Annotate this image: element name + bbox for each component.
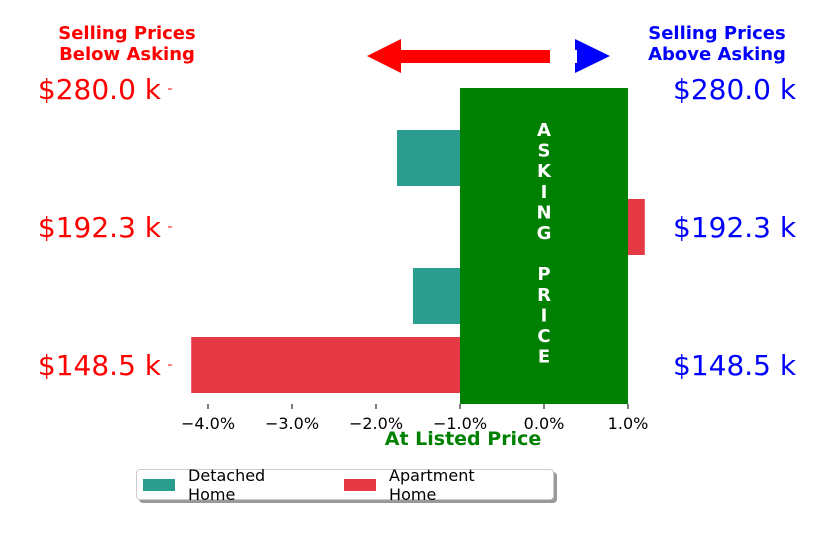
price-label-left: $148.5 k — [38, 349, 162, 382]
band-letter: G — [537, 223, 552, 244]
bar-detached — [412, 268, 460, 324]
price-label-left: $280.0 k — [38, 73, 162, 106]
legend: Detached Home Apartment Home — [136, 466, 554, 504]
price-label-left: $192.3 k — [38, 211, 162, 244]
header-left-line1: Selling Prices — [58, 23, 195, 44]
band-letter: A — [537, 120, 551, 141]
price-label-right: $192.3 k — [673, 211, 797, 244]
band-letter: P — [537, 264, 550, 285]
x-tick-label: 1.0% — [608, 414, 649, 433]
legend-label-detached: Detached Home — [188, 465, 266, 504]
header-left-line2: Below Asking — [59, 44, 195, 65]
band-letter: I — [541, 305, 548, 326]
asking-price-band — [460, 88, 628, 404]
band-xlabel: At Listed Price — [385, 428, 541, 450]
x-tick-label: −4.0% — [181, 414, 235, 433]
band-letter: S — [538, 141, 551, 162]
x-tick-label: 0.0% — [524, 414, 565, 433]
header-right-line2: Above Asking — [648, 44, 786, 65]
legend-swatch-detached — [143, 478, 176, 491]
band-letter: K — [537, 161, 552, 182]
band-letter: E — [538, 347, 550, 368]
legend-item-detached: Detached Home — [143, 466, 310, 504]
right-arrow-icon — [575, 39, 610, 73]
band-letter: R — [537, 285, 551, 306]
price-labels: $280.0 k $280.0 k $192.3 k $192.3 k $148.5 k… — [38, 73, 797, 382]
header-right-line1: Selling Prices — [648, 23, 785, 44]
x-tick-label: −2.0% — [349, 414, 403, 433]
x-tick-label: −1.0% — [433, 414, 487, 433]
legend-item-apartment: Apartment Home — [344, 466, 519, 504]
bar-apartment — [191, 337, 460, 393]
band-letter: I — [541, 182, 548, 203]
bars — [191, 130, 645, 393]
x-tick-label: −3.0% — [265, 414, 319, 433]
left-arrow-icon — [367, 39, 550, 73]
bar-apartment — [628, 199, 645, 255]
band-letter: C — [537, 326, 550, 347]
bar-detached — [397, 130, 460, 186]
x-axis: −4.0% −3.0% −2.0% −1.0% 0.0% 1.0% — [181, 404, 648, 433]
price-label-right: $148.5 k — [673, 349, 797, 382]
legend-label-apartment: Apartment Home — [389, 465, 475, 504]
legend-swatch-apartment — [344, 478, 377, 491]
price-label-right: $280.0 k — [673, 73, 797, 106]
band-letter: N — [536, 202, 551, 223]
